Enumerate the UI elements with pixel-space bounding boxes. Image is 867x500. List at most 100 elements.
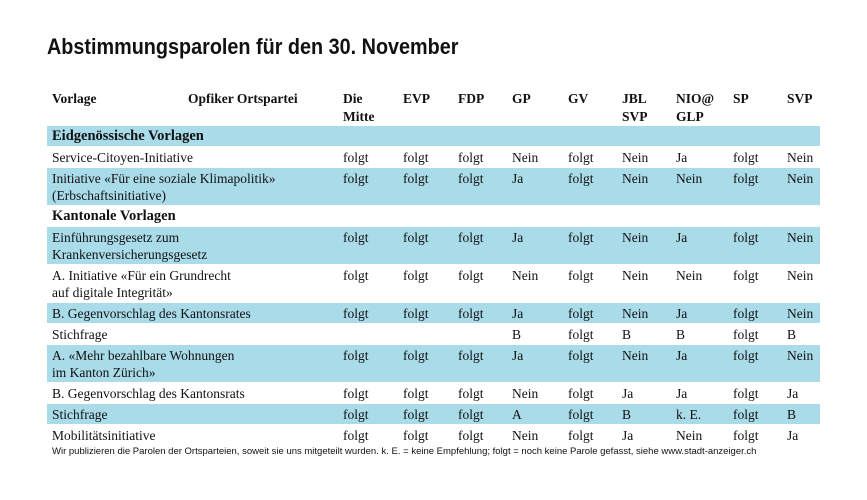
cell: Nein [676,268,703,283]
cell: Nein [676,428,703,443]
cell: folgt [403,150,429,165]
row-band [47,324,820,344]
column-header: GV [568,91,589,106]
cell: folgt [343,348,369,363]
cell: Ja [676,348,688,363]
cell: folgt [458,348,484,363]
row-label: Stichfrage [52,407,108,422]
cell: folgt [568,348,594,363]
row-label: A. «Mehr bezahlbare Wohnungen [52,348,235,363]
cell: folgt [458,386,484,401]
cell: Nein [512,386,539,401]
cell: folgt [343,268,369,283]
row-label: Service-Citoyen-Initiative [52,150,193,165]
cell: folgt [733,428,759,443]
cell: B [512,327,522,342]
title: Abstimmungsparolen für den 30. November [47,34,459,59]
cell: Nein [787,230,814,245]
header-sublabel: Opfiker Ortspartei [188,91,298,106]
row-band [47,425,820,445]
cell: folgt [568,327,594,342]
cell: folgt [458,150,484,165]
cell: folgt [733,348,759,363]
column-header: SVP [787,91,813,106]
cell: Ja [512,306,524,321]
header-label: Vorlage [52,91,97,106]
cell: folgt [733,327,759,342]
cell: folgt [568,171,594,186]
column-header: EVP [403,91,430,106]
cell: Nein [622,150,649,165]
column-header: GP [512,91,531,106]
footnote: Wir publizieren die Parolen der Ortspart… [52,446,757,457]
row-label: Initiative «Für eine soziale Klimapoliti… [52,171,276,186]
cell: folgt [458,428,484,443]
cell: Ja [622,428,634,443]
row-band [47,303,820,323]
cell: Ja [676,386,688,401]
cell: Ja [512,230,524,245]
row-label: auf digitale Integrität» [52,285,173,300]
cell: folgt [403,407,429,422]
cell: folgt [343,171,369,186]
row-label: B. Gegenvorschlag des Kantonsrates [52,306,251,321]
cell: Nein [787,348,814,363]
row-label: B. Gegenvorschlag des Kantonsrats [52,386,245,401]
cell: Nein [787,268,814,283]
cell: folgt [403,268,429,283]
cell: folgt [403,386,429,401]
cell: folgt [568,386,594,401]
cell: B [787,327,797,342]
cell: folgt [568,306,594,321]
cell: Nein [787,150,814,165]
cell: B [622,327,632,342]
cell: Nein [622,171,649,186]
row-band [47,227,820,264]
cell: folgt [403,428,429,443]
column-header: GLP [676,109,704,124]
cell: folgt [568,150,594,165]
cell: folgt [733,407,759,422]
cell: folgt [733,268,759,283]
column-header: NIO@ [676,91,715,106]
cell: Ja [676,230,688,245]
row-label: im Kanton Zürich» [52,365,156,380]
cell: folgt [343,306,369,321]
column-header: SP [733,91,749,106]
cell: Nein [512,150,539,165]
cell: Ja [787,428,799,443]
cell: B [676,327,686,342]
row-label: Stichfrage [52,327,108,342]
cell: folgt [733,150,759,165]
row-band [47,345,820,382]
row-label: (Erbschaftsinitiative) [52,188,166,203]
column-header: Mitte [343,109,375,124]
cell: folgt [343,230,369,245]
section-band [47,206,820,226]
cell: folgt [403,171,429,186]
cell: folgt [458,306,484,321]
cell: Nein [622,348,649,363]
cell: Nein [676,171,703,186]
column-header: JBL [622,91,647,106]
column-header: FDP [458,91,485,106]
cell: B [622,407,632,422]
section-title: Kantonale Vorlagen [52,208,176,224]
cell: folgt [733,230,759,245]
row-band [47,265,820,302]
cell: folgt [343,386,369,401]
cell: folgt [343,150,369,165]
cell: Nein [512,268,539,283]
cell: folgt [568,268,594,283]
row-band [47,404,820,424]
cell: Nein [622,268,649,283]
cell: folgt [458,171,484,186]
cell: k. E. [676,407,702,422]
cell: Nein [787,171,814,186]
cell: Ja [512,171,524,186]
cell: folgt [343,428,369,443]
cell: folgt [733,171,759,186]
cell: folgt [458,230,484,245]
cell: folgt [568,230,594,245]
